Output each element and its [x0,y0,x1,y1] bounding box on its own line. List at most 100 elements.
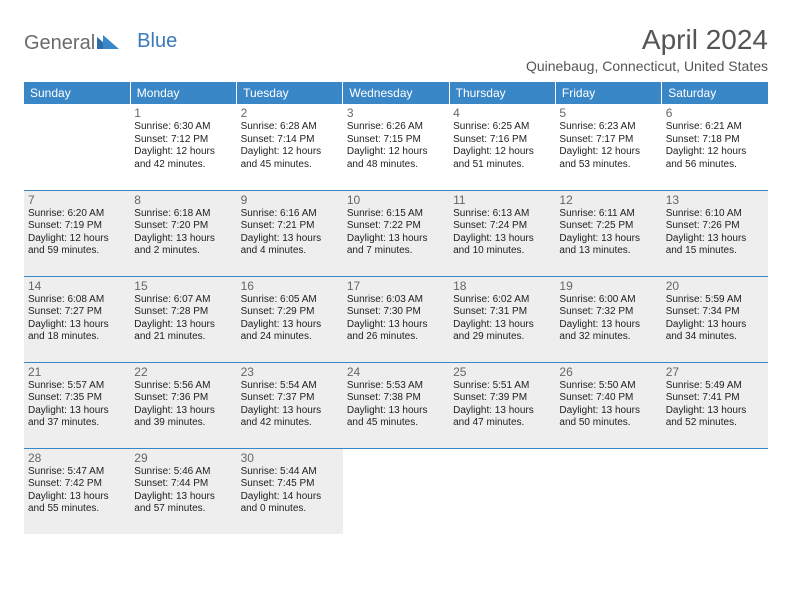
day-detail: Sunrise: 5:49 AMSunset: 7:41 PMDaylight:… [666,380,764,430]
sunset-text: Sunset: 7:42 PM [28,478,126,491]
sunset-text: Sunset: 7:29 PM [241,306,339,319]
day-detail: Sunrise: 6:13 AMSunset: 7:24 PMDaylight:… [453,208,551,258]
day-detail: Sunrise: 5:46 AMSunset: 7:44 PMDaylight:… [134,466,232,516]
day-number: 6 [666,106,764,120]
daylight-text-1: Daylight: 12 hours [666,146,764,159]
daylight-text-2: and 52 minutes. [666,417,764,430]
sunset-text: Sunset: 7:41 PM [666,392,764,405]
sunset-text: Sunset: 7:20 PM [134,220,232,233]
daylight-text-2: and 45 minutes. [347,417,445,430]
calendar-cell: 2Sunrise: 6:28 AMSunset: 7:14 PMDaylight… [237,104,343,190]
calendar-week: 1Sunrise: 6:30 AMSunset: 7:12 PMDaylight… [24,104,768,190]
sunrise-text: Sunrise: 6:10 AM [666,208,764,221]
daylight-text-1: Daylight: 13 hours [134,319,232,332]
calendar-cell: 7Sunrise: 6:20 AMSunset: 7:19 PMDaylight… [24,190,130,276]
sunset-text: Sunset: 7:16 PM [453,134,551,147]
daylight-text-2: and 48 minutes. [347,159,445,172]
sunrise-text: Sunrise: 6:02 AM [453,294,551,307]
daylight-text-2: and 15 minutes. [666,245,764,258]
calendar-cell: 6Sunrise: 6:21 AMSunset: 7:18 PMDaylight… [662,104,768,190]
calendar-cell: 21Sunrise: 5:57 AMSunset: 7:35 PMDayligh… [24,362,130,448]
daylight-text-2: and 53 minutes. [559,159,657,172]
day-number: 23 [241,365,339,379]
calendar-cell: 25Sunrise: 5:51 AMSunset: 7:39 PMDayligh… [449,362,555,448]
day-number: 25 [453,365,551,379]
sunrise-text: Sunrise: 6:11 AM [559,208,657,221]
day-number: 12 [559,193,657,207]
day-number: 7 [28,193,126,207]
sunset-text: Sunset: 7:40 PM [559,392,657,405]
daylight-text-1: Daylight: 13 hours [347,405,445,418]
day-number: 29 [134,451,232,465]
calendar-cell: 26Sunrise: 5:50 AMSunset: 7:40 PMDayligh… [555,362,661,448]
day-header: Monday [130,82,236,104]
day-header: Tuesday [237,82,343,104]
daylight-text-2: and 45 minutes. [241,159,339,172]
sunset-text: Sunset: 7:27 PM [28,306,126,319]
daylight-text-2: and 24 minutes. [241,331,339,344]
day-detail: Sunrise: 6:11 AMSunset: 7:25 PMDaylight:… [559,208,657,258]
calendar-cell: 9Sunrise: 6:16 AMSunset: 7:21 PMDaylight… [237,190,343,276]
calendar-cell: 17Sunrise: 6:03 AMSunset: 7:30 PMDayligh… [343,276,449,362]
sunset-text: Sunset: 7:22 PM [347,220,445,233]
sunrise-text: Sunrise: 5:44 AM [241,466,339,479]
day-number: 27 [666,365,764,379]
sunset-text: Sunset: 7:12 PM [134,134,232,147]
day-number: 2 [241,106,339,120]
daylight-text-1: Daylight: 13 hours [453,233,551,246]
day-detail: Sunrise: 5:44 AMSunset: 7:45 PMDaylight:… [241,466,339,516]
day-number: 20 [666,279,764,293]
daylight-text-2: and 55 minutes. [28,503,126,516]
day-number: 21 [28,365,126,379]
daylight-text-1: Daylight: 13 hours [453,405,551,418]
logo: General Blue [24,32,177,55]
sunrise-text: Sunrise: 5:59 AM [666,294,764,307]
daylight-text-1: Daylight: 13 hours [559,319,657,332]
sunset-text: Sunset: 7:39 PM [453,392,551,405]
daylight-text-2: and 26 minutes. [347,331,445,344]
daylight-text-2: and 10 minutes. [453,245,551,258]
sunrise-text: Sunrise: 6:26 AM [347,121,445,134]
day-detail: Sunrise: 6:07 AMSunset: 7:28 PMDaylight:… [134,294,232,344]
day-header: Friday [555,82,661,104]
daylight-text-1: Daylight: 13 hours [134,233,232,246]
sunrise-text: Sunrise: 6:30 AM [134,121,232,134]
sunset-text: Sunset: 7:44 PM [134,478,232,491]
calendar-cell: 29Sunrise: 5:46 AMSunset: 7:44 PMDayligh… [130,448,236,534]
calendar-table: SundayMondayTuesdayWednesdayThursdayFrid… [24,82,768,534]
sunset-text: Sunset: 7:17 PM [559,134,657,147]
daylight-text-1: Daylight: 12 hours [28,233,126,246]
sunset-text: Sunset: 7:26 PM [666,220,764,233]
day-number: 14 [28,279,126,293]
day-number: 11 [453,193,551,207]
daylight-text-2: and 56 minutes. [666,159,764,172]
day-header: Saturday [662,82,768,104]
sunrise-text: Sunrise: 6:21 AM [666,121,764,134]
day-detail: Sunrise: 5:54 AMSunset: 7:37 PMDaylight:… [241,380,339,430]
day-detail: Sunrise: 5:47 AMSunset: 7:42 PMDaylight:… [28,466,126,516]
day-detail: Sunrise: 6:08 AMSunset: 7:27 PMDaylight:… [28,294,126,344]
day-detail: Sunrise: 6:16 AMSunset: 7:21 PMDaylight:… [241,208,339,258]
daylight-text-1: Daylight: 13 hours [559,405,657,418]
daylight-text-1: Daylight: 13 hours [559,233,657,246]
day-header: Thursday [449,82,555,104]
sunrise-text: Sunrise: 6:28 AM [241,121,339,134]
day-number: 28 [28,451,126,465]
daylight-text-2: and 57 minutes. [134,503,232,516]
title-block: April 2024 Quinebaug, Connecticut, Unite… [526,24,768,78]
day-detail: Sunrise: 5:59 AMSunset: 7:34 PMDaylight:… [666,294,764,344]
daylight-text-1: Daylight: 13 hours [347,233,445,246]
day-detail: Sunrise: 5:56 AMSunset: 7:36 PMDaylight:… [134,380,232,430]
sunset-text: Sunset: 7:38 PM [347,392,445,405]
daylight-text-2: and 21 minutes. [134,331,232,344]
sunrise-text: Sunrise: 5:53 AM [347,380,445,393]
day-detail: Sunrise: 6:15 AMSunset: 7:22 PMDaylight:… [347,208,445,258]
day-number: 5 [559,106,657,120]
day-number: 9 [241,193,339,207]
sunset-text: Sunset: 7:45 PM [241,478,339,491]
day-number: 18 [453,279,551,293]
daylight-text-2: and 29 minutes. [453,331,551,344]
calendar-body: 1Sunrise: 6:30 AMSunset: 7:12 PMDaylight… [24,104,768,534]
calendar-cell: 12Sunrise: 6:11 AMSunset: 7:25 PMDayligh… [555,190,661,276]
sunset-text: Sunset: 7:34 PM [666,306,764,319]
